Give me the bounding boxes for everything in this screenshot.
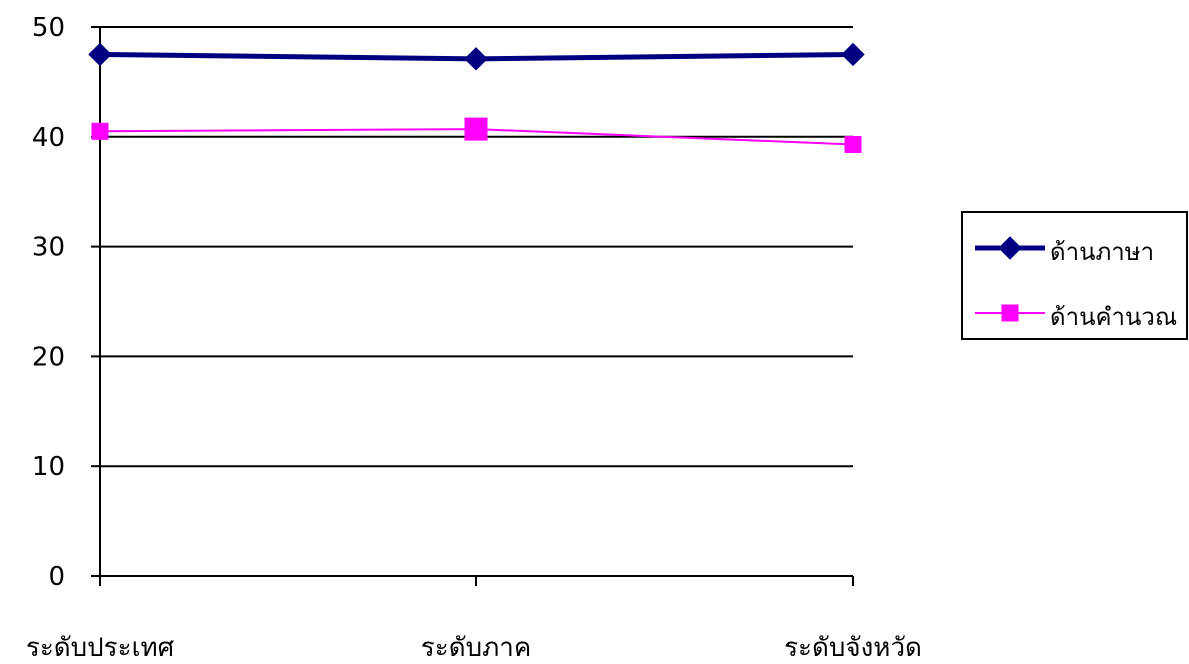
legend-marker xyxy=(998,236,1022,260)
y-axis-ticks: 0 10 20 30 40 50 xyxy=(32,13,100,592)
legend-label: ด้านคำนวณ xyxy=(1050,303,1177,331)
legend-item: ด้านคำนวณ xyxy=(975,303,1177,331)
legend-marker xyxy=(1001,304,1019,322)
legend-box xyxy=(961,211,1188,340)
gridlines xyxy=(100,26,853,468)
y-tick-label: 20 xyxy=(32,342,65,372)
data-point xyxy=(841,42,865,67)
series-2 xyxy=(91,117,862,153)
x-tick-label: ระดับภาค xyxy=(421,633,531,663)
data-point xyxy=(844,135,862,153)
y-tick-label: 10 xyxy=(32,452,65,482)
series-1 xyxy=(88,42,865,71)
legend-item: ด้านภาษา xyxy=(975,236,1154,266)
data-point xyxy=(464,117,488,141)
data-point xyxy=(91,122,109,140)
y-tick-label: 0 xyxy=(48,562,65,592)
data-point xyxy=(88,42,112,67)
y-tick-label: 30 xyxy=(32,233,65,263)
y-tick-label: 40 xyxy=(32,123,65,153)
legend-label: ด้านภาษา xyxy=(1050,238,1154,266)
x-tick-label: ระดับจังหวัด xyxy=(784,633,922,663)
series-group xyxy=(88,42,865,153)
y-tick-label: 50 xyxy=(32,13,65,43)
x-axis-ticks: ระดับประเทศ ระดับภาค ระดับจังหวัด xyxy=(26,576,922,663)
axes xyxy=(99,27,853,577)
x-tick-label: ระดับประเทศ xyxy=(26,633,175,663)
data-point xyxy=(464,47,488,71)
